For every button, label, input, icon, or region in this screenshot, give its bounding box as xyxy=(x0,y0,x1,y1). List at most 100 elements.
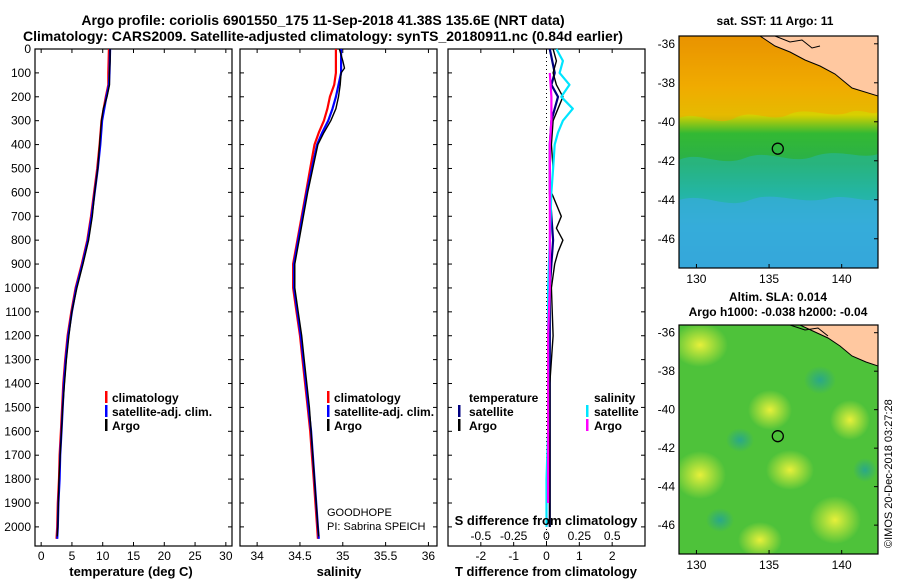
map-y-tick-label: -38 xyxy=(658,364,676,378)
figure-title-line2: Climatology: CARS2009. Satellite-adjuste… xyxy=(23,28,623,44)
map-y-tick-label: -44 xyxy=(658,480,676,494)
x-tick-label: 30 xyxy=(219,549,233,563)
map-x-tick-label: 135 xyxy=(759,558,779,572)
legend-label-t-satellite: satellite xyxy=(469,405,514,419)
depth-axis-labels: 0 100 200 300 400 500 600 700 800 900 1000 1100 1200… xyxy=(4,42,31,534)
legend-heading-temperature: temperature xyxy=(469,391,539,405)
altimetry-map-title: Altim. SLA: 0.014 xyxy=(729,290,827,304)
depth-tick-label: 1200 xyxy=(4,329,31,343)
depth-tick-label: 1500 xyxy=(4,400,31,414)
salinity-legend: climatology satellite-adj. clim. Argo xyxy=(327,391,434,433)
series-difference-1 xyxy=(549,48,564,527)
map-y-tick-label: -36 xyxy=(658,37,676,51)
legend-swatch-t-satellite xyxy=(458,405,461,417)
altimetry-map-subtitle: Argo h1000: -0.038 h2000: -0.04 xyxy=(689,305,868,319)
temperature-xlabel: temperature (deg C) xyxy=(69,564,193,579)
salinity-xlabel: salinity xyxy=(317,564,363,579)
t-difference-xlabel: T difference from climatology xyxy=(455,564,638,579)
series-salinity-1 xyxy=(292,49,343,539)
x-tick-label: 35 xyxy=(336,549,350,563)
depth-tick-label: 100 xyxy=(11,66,31,80)
depth-tick-label: 2000 xyxy=(4,520,31,534)
depth-tick-label: 1900 xyxy=(4,496,31,510)
axis-ticks: 0 5 10 15 20 25 30 34 34.5 35 35.5 36 -2 -1 0 1 2 -0.5 -0.… xyxy=(35,48,645,563)
legend-swatch-argo xyxy=(105,419,108,431)
legend-label-satellite: satellite-adj. clim. xyxy=(334,405,434,419)
depth-tick-label: 1600 xyxy=(4,424,31,438)
x-top-tick-label: -0.5 xyxy=(470,529,491,543)
map-y-tick-label: -38 xyxy=(658,76,676,90)
depth-tick-label: 600 xyxy=(11,185,31,199)
sst-map-ticks: 130 135 140 -36 -38 -40 -42 -44 -46 xyxy=(658,37,878,286)
map-x-tick-label: 140 xyxy=(832,558,852,572)
map-y-tick-label: -46 xyxy=(658,232,676,246)
argo-position-marker xyxy=(771,430,784,443)
x-tick-label: 15 xyxy=(127,549,141,563)
sst-map-title: sat. SST: 11 Argo: 11 xyxy=(717,14,834,28)
depth-tick-label: 200 xyxy=(11,90,31,104)
legend-swatch-climatology xyxy=(105,391,108,403)
depth-tick-label: 1800 xyxy=(4,472,31,486)
series-salinity-2 xyxy=(294,48,346,537)
depth-tick-label: 900 xyxy=(11,257,31,271)
x-tick-label: 34.5 xyxy=(288,549,312,563)
x-top-tick-label: 0.25 xyxy=(568,529,592,543)
x-tick-label: 0 xyxy=(38,549,45,563)
x-tick-label: 36 xyxy=(422,549,436,563)
depth-tick-label: 700 xyxy=(11,209,31,223)
altimetry-map-ticks: 130 135 140 -36 -38 -40 -42 -44 -46 xyxy=(658,326,878,572)
series-difference-3 xyxy=(546,72,553,503)
depth-tick-label: 400 xyxy=(11,138,31,152)
legend-label-argo: Argo xyxy=(334,419,362,433)
legend-swatch-satellite xyxy=(105,405,108,417)
legend-label-climatology: climatology xyxy=(112,391,179,405)
depth-tick-label: 1300 xyxy=(4,353,31,367)
project-label: GOODHOPE xyxy=(327,507,392,519)
depth-tick-label: 300 xyxy=(11,114,31,128)
temperature-panel-frame xyxy=(34,48,233,547)
map-y-tick-label: -36 xyxy=(658,326,676,340)
x-top-tick-label: 0.5 xyxy=(604,529,621,543)
imos-watermark: ©IMOS 20-Dec-2018 03:27:28 xyxy=(883,399,895,548)
legend-label-argo: Argo xyxy=(112,419,140,433)
x-tick-label: 10 xyxy=(96,549,110,563)
map-y-tick-label: -42 xyxy=(658,154,676,168)
legend-heading-salinity: salinity xyxy=(594,391,636,405)
map-x-tick-label: 130 xyxy=(686,558,706,572)
x-tick-label: -2 xyxy=(475,549,486,563)
depth-tick-label: 0 xyxy=(24,42,31,56)
legend-label-s-argo: Argo xyxy=(594,419,622,433)
x-tick-label: 35.5 xyxy=(374,549,398,563)
legend-swatch-argo xyxy=(327,419,330,431)
depth-tick-label: 1400 xyxy=(4,377,31,391)
argo-position-marker xyxy=(771,142,784,155)
map-y-tick-label: -46 xyxy=(658,518,676,532)
altimetry-map-frame xyxy=(678,324,879,555)
depth-tick-label: 500 xyxy=(11,161,31,175)
map-y-tick-label: -40 xyxy=(658,403,676,417)
series-temperature-2 xyxy=(56,49,111,537)
x-tick-label: 1 xyxy=(576,549,583,563)
legend-label-climatology: climatology xyxy=(334,391,401,405)
legend-swatch-satellite xyxy=(327,405,330,417)
temperature-legend: climatology satellite-adj. clim. Argo xyxy=(105,391,212,433)
difference-legend-salinity: salinity satellite Argo xyxy=(586,391,639,433)
x-top-tick-label: -0.25 xyxy=(500,529,528,543)
depth-tick-label: 1000 xyxy=(4,281,31,295)
depth-tick-label: 1700 xyxy=(4,448,31,462)
x-tick-label: 34 xyxy=(250,549,264,563)
sst-map-field xyxy=(679,36,878,268)
legend-label-t-argo: Argo xyxy=(469,419,497,433)
legend-label-satellite: satellite-adj. clim. xyxy=(112,405,212,419)
legend-swatch-s-argo xyxy=(586,419,589,431)
salinity-panel-frame xyxy=(239,48,438,547)
legend-swatch-t-argo xyxy=(458,419,461,431)
x-tick-label: 5 xyxy=(69,549,76,563)
legend-swatch-s-satellite xyxy=(586,405,589,417)
x-tick-label: -1 xyxy=(508,549,519,563)
altimetry-map-field xyxy=(679,325,878,554)
map-x-tick-label: 130 xyxy=(686,272,706,286)
x-tick-label: 2 xyxy=(609,549,616,563)
series-temperature-1 xyxy=(56,48,112,539)
